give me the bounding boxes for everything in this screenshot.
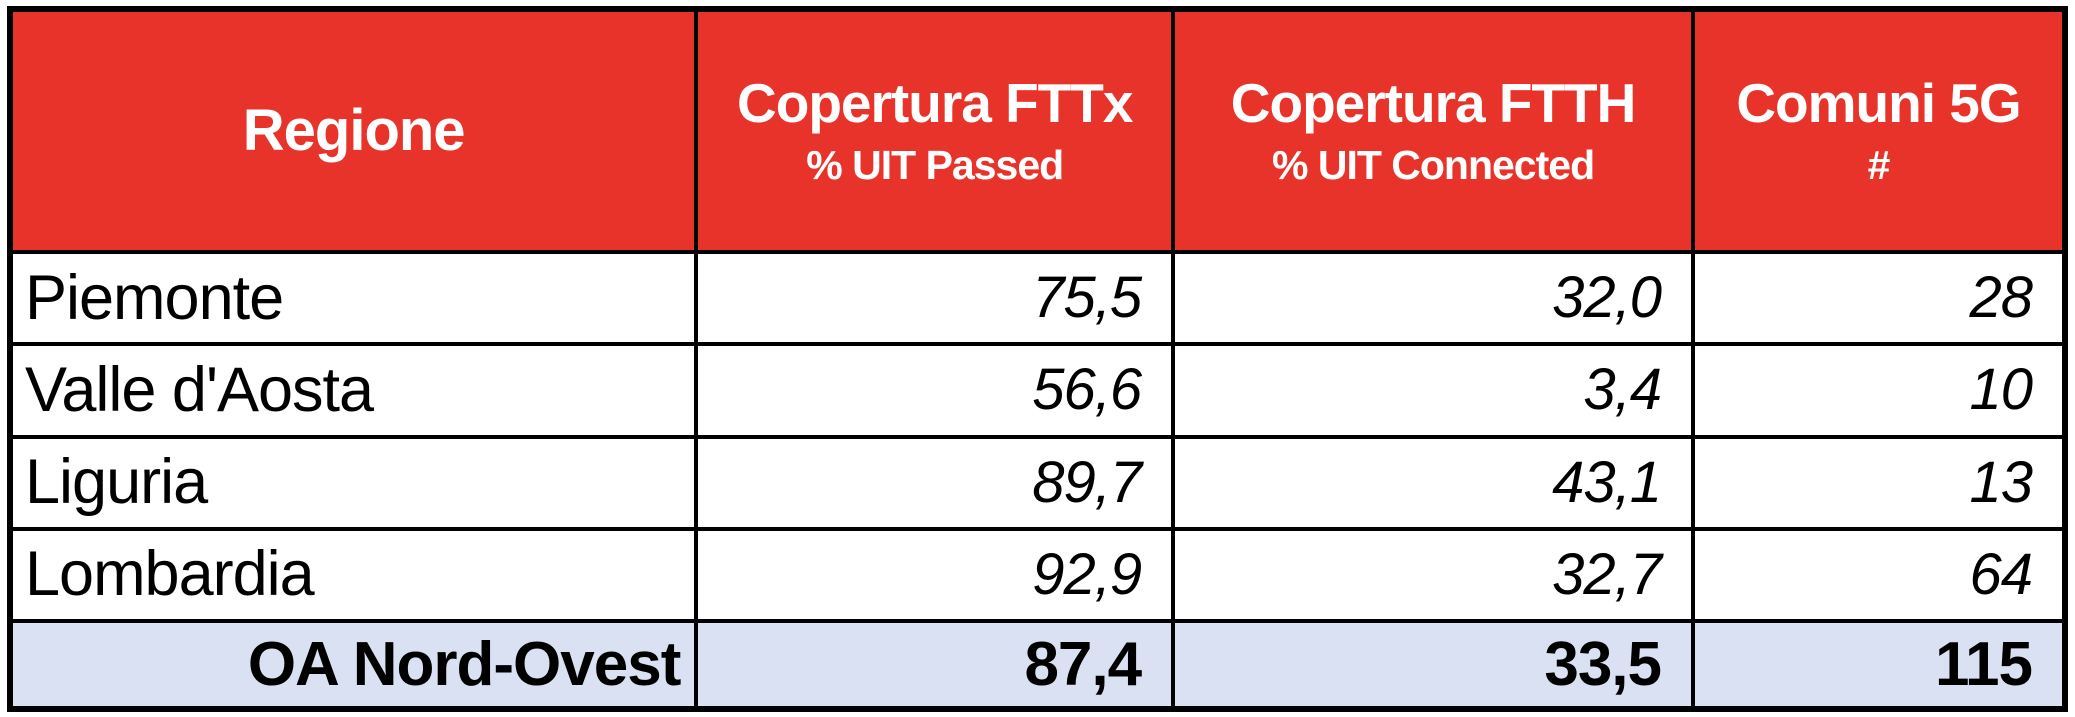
coverage-table: Regione Copertura FTTx % UIT Passed Cope… bbox=[7, 6, 2068, 712]
column-title-fttx: Copertura FTTx bbox=[737, 72, 1133, 134]
fttx-value: 56,6 bbox=[694, 342, 1176, 439]
header-row: Regione Copertura FTTx % UIT Passed Cope… bbox=[7, 7, 2067, 254]
total-row: OA Nord-Ovest 87,4 33,5 115 bbox=[7, 619, 2067, 711]
region-name: Liguria bbox=[7, 434, 699, 531]
comuni-5g-value: 28 bbox=[1691, 249, 2067, 347]
column-title-comuni-5g: Comuni 5G bbox=[1736, 72, 2021, 134]
ftth-value: 43,1 bbox=[1171, 434, 1696, 531]
ftth-value: 32,7 bbox=[1171, 526, 1696, 624]
column-title-regione: Regione bbox=[242, 98, 466, 163]
fttx-value: 92,9 bbox=[694, 526, 1176, 624]
ftth-value: 32,0 bbox=[1171, 249, 1696, 347]
total-fttx-value: 87,4 bbox=[694, 619, 1176, 711]
fttx-value: 75,5 bbox=[694, 249, 1176, 347]
table-row-lombardia: Lombardia 92,9 32,7 64 bbox=[7, 526, 2067, 624]
region-name: Piemonte bbox=[7, 249, 699, 347]
table-row-liguria: Liguria 89,7 43,1 13 bbox=[7, 434, 2067, 531]
table-row-piemonte: Piemonte 75,5 32,0 28 bbox=[7, 249, 2067, 347]
region-name: Lombardia bbox=[7, 526, 699, 624]
comuni-5g-value: 64 bbox=[1691, 526, 2067, 624]
total-label: OA Nord-Ovest bbox=[7, 619, 699, 711]
header-cell-fttx: Copertura FTTx % UIT Passed bbox=[694, 7, 1176, 254]
column-subtitle-ftth: % UIT Connected bbox=[1271, 142, 1595, 188]
column-subtitle-comuni-5g: # bbox=[1867, 142, 1891, 188]
ftth-value: 3,4 bbox=[1171, 342, 1696, 439]
comuni-5g-value: 13 bbox=[1691, 434, 2067, 531]
header-cell-regione: Regione bbox=[7, 7, 699, 254]
region-name: Valle d'Aosta bbox=[7, 342, 699, 439]
column-subtitle-fttx: % UIT Passed bbox=[806, 142, 1064, 188]
comuni-5g-value: 10 bbox=[1691, 342, 2067, 439]
table-row-valle-daosta: Valle d'Aosta 56,6 3,4 10 bbox=[7, 342, 2067, 439]
header-cell-ftth: Copertura FTTH % UIT Connected bbox=[1171, 7, 1696, 254]
header-cell-comuni-5g: Comuni 5G # bbox=[1691, 7, 2067, 254]
column-title-ftth: Copertura FTTH bbox=[1230, 72, 1637, 134]
fttx-value: 89,7 bbox=[694, 434, 1176, 531]
total-comuni-5g-value: 115 bbox=[1691, 619, 2067, 711]
total-ftth-value: 33,5 bbox=[1171, 619, 1696, 711]
